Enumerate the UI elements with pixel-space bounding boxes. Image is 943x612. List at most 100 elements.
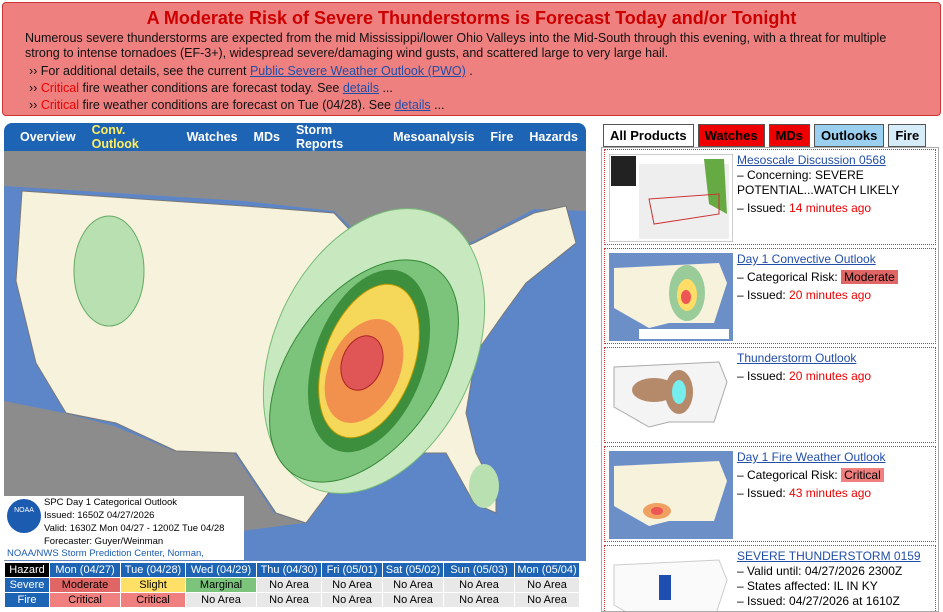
bullet-part: Critical (40, 98, 80, 112)
header-cell: Wed (04/29) (185, 562, 257, 578)
issued-label: – Issued: (737, 201, 786, 215)
thumbnail[interactable] (609, 451, 733, 539)
header-cell: Thu (04/30) (256, 562, 322, 578)
risk-line: – Categorical Risk: Moderate (737, 270, 937, 285)
legend-forecaster: Forecaster: Guyer/Weinman (44, 536, 164, 547)
bullet-part: ›› (29, 81, 38, 95)
cell: Severe (4, 577, 50, 593)
issued-ago: 14 minutes ago (789, 201, 872, 215)
product-info: SEVERE THUNDERSTORM 0159– Valid until: 0… (737, 549, 937, 609)
issued-label: – Issued: (737, 369, 786, 383)
bullet: ›› Critical fire weather conditions are … (29, 98, 940, 112)
issued-line: – Issued: 14 minutes ago (737, 201, 937, 216)
tab[interactable]: MDs (768, 124, 811, 147)
product-title[interactable]: SEVERE THUNDERSTORM 0159 (737, 549, 921, 563)
product-card[interactable]: SEVERE THUNDERSTORM 0159– Valid until: 0… (604, 545, 937, 612)
bullet-part[interactable]: details (342, 81, 379, 95)
tab[interactable]: Watches (697, 124, 765, 147)
tab[interactable]: Fire (888, 124, 927, 147)
bullet-part[interactable]: details (394, 98, 431, 112)
product-title[interactable]: Thunderstorm Outlook (737, 351, 857, 365)
cell: No Area (382, 592, 444, 608)
thumbnail[interactable] (609, 253, 733, 341)
product-card[interactable]: Thunderstorm Outlook – Issued: 20 minutes… (604, 347, 936, 443)
header-cell: Tue (04/28) (120, 562, 186, 578)
legend-title: SPC Day 1 Categorical Outlook (44, 497, 178, 508)
cell: No Area (443, 577, 515, 593)
bullet-part[interactable]: Public Severe Weather Outlook (PWO) (249, 64, 466, 78)
hazard-row: Fire Critical Critical No Area No Area No Are… (4, 592, 580, 608)
cell: No Area (514, 592, 580, 608)
issued-label: – Issued: (737, 288, 786, 302)
cell: No Area (321, 577, 383, 593)
header-cell: Mon (04/27) (49, 562, 121, 578)
tab[interactable]: Outlooks (814, 124, 885, 147)
issued-ago: 43 minutes ago (789, 486, 872, 500)
nav-link[interactable]: Hazards (529, 130, 578, 144)
tabs: All Products Watches MDs Outlooks Fire (603, 124, 927, 147)
thumbnail[interactable] (609, 550, 733, 612)
issued-label: – Issued: (737, 486, 786, 500)
nav-link[interactable]: Watches (186, 130, 238, 144)
banner-title: A Moderate Risk of Severe Thunderstorms … (146, 8, 797, 28)
cell: No Area (256, 577, 322, 593)
issued-line: – Issued: 20 minutes ago (737, 369, 937, 384)
product-title[interactable]: Day 1 Convective Outlook (737, 252, 876, 266)
product-line: – Issued: 04/27/2026 at 1610Z (737, 594, 900, 608)
risk-badge: Critical (841, 468, 884, 482)
product-card[interactable]: Day 1 Convective Outlook – Categorical Ri… (604, 248, 936, 344)
issued-ago: 20 minutes ago (789, 288, 872, 302)
nav-link[interactable]: Overview (20, 130, 76, 144)
product-card[interactable]: Mesoscale Discussion 0568– Concerning: S… (604, 149, 936, 245)
bullet-part: fire weather conditions are forecast tod… (82, 81, 343, 95)
cell: Slight (120, 577, 186, 593)
cell: Critical (49, 592, 121, 608)
tab[interactable]: All Products (603, 124, 694, 147)
thumbnail[interactable] (609, 352, 733, 440)
product-line: – States affected: IL IN KY (737, 579, 878, 593)
noaa-logo: NOAA (7, 499, 41, 533)
nav-link[interactable]: MDs (253, 130, 280, 144)
cell: No Area (185, 592, 257, 608)
header-row: Hazard Mon (04/27) Tue (04/28) Wed (04/29) T… (4, 562, 580, 578)
risk-badge: Moderate (841, 270, 898, 284)
product-title[interactable]: Mesoscale Discussion 0568 (737, 153, 886, 167)
hazard-row: Severe Moderate Slight Marginal No Area No Ar… (4, 577, 580, 593)
cell: Fire (4, 592, 50, 608)
bullet-part: fire weather conditions are forecast on … (82, 98, 395, 112)
bullet-part: ... (382, 81, 393, 95)
cell: No Area (256, 592, 322, 608)
cell: No Area (321, 592, 383, 608)
header-cell: Sun (05/03) (443, 562, 515, 578)
thumbnail[interactable] (609, 154, 733, 242)
product-line: – Concerning: SEVERE POTENTIAL...WATCH L… (737, 168, 900, 197)
risk-line: – Categorical Risk: Critical (737, 468, 937, 483)
product-info: Day 1 Convective Outlook – Categorical Ri… (737, 252, 937, 303)
bullet-part: ›› For additional details, see the curre… (29, 64, 250, 78)
cell: Critical (120, 592, 186, 608)
legend-valid: Valid: 1630Z Mon 04/27 - 1200Z Tue 04/28 (44, 523, 225, 534)
product-title[interactable]: Day 1 Fire Weather Outlook (737, 450, 886, 464)
header-cell: Hazard (4, 562, 50, 578)
nav-link[interactable]: Mesoanalysis (393, 130, 475, 144)
bullet-part: ›› (29, 98, 38, 112)
legend-issued: Issued: 1650Z 04/27/2026 (44, 510, 155, 521)
map-legend: NOAA SPC Day 1 Categorical Outlook Issue… (4, 496, 244, 572)
header-cell: Sat (05/02) (382, 562, 444, 578)
issued-line: – Issued: 43 minutes ago (737, 486, 937, 501)
nav-link[interactable]: Fire (490, 130, 514, 144)
product-info: Thunderstorm Outlook – Issued: 20 minutes… (737, 351, 937, 384)
product-list: Mesoscale Discussion 0568– Concerning: S… (601, 147, 939, 612)
cell: No Area (514, 577, 580, 593)
nav-link[interactable]: Conv. Outlook (91, 123, 139, 151)
product-card[interactable]: Day 1 Fire Weather Outlook – Categorical … (604, 446, 936, 542)
risk-label: – Categorical Risk: (737, 270, 838, 284)
issued-line: – Issued: 20 minutes ago (737, 288, 937, 303)
cell: No Area (443, 592, 515, 608)
cell: Moderate (49, 577, 121, 593)
hazard-table: Hazard Mon (04/27) Tue (04/28) Wed (04/29) T… (4, 562, 580, 608)
nav-link[interactable]: Storm Reports (295, 123, 344, 151)
risk-label: – Categorical Risk: (737, 468, 838, 482)
cell: No Area (382, 577, 444, 593)
alert-banner: A Moderate Risk of Severe Thunderstorms … (2, 2, 941, 116)
